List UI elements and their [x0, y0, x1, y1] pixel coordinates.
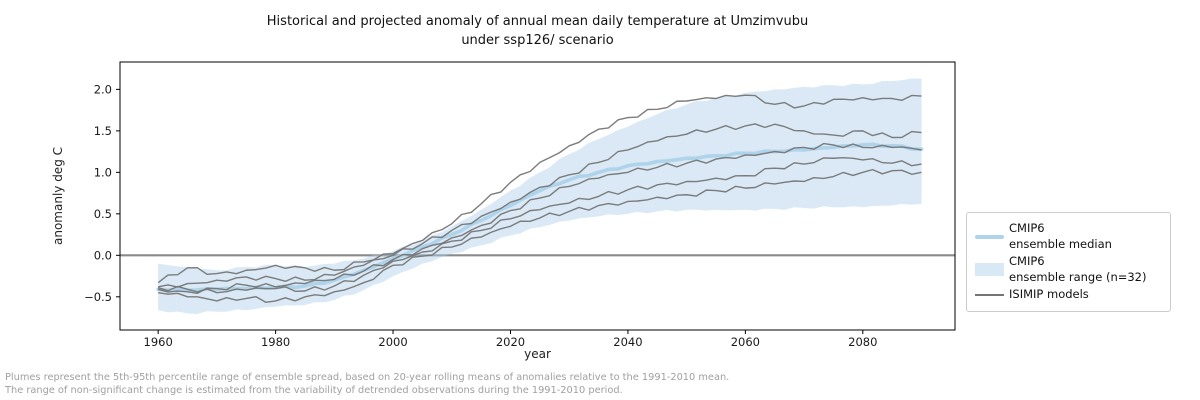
- svg-text:0.5: 0.5: [94, 207, 112, 221]
- range-fill-icon: [975, 263, 1009, 276]
- svg-text:2.0: 2.0: [94, 82, 112, 96]
- svg-text:1.0: 1.0: [94, 165, 112, 179]
- legend-label: CMIP6: [1009, 254, 1045, 268]
- x-axis-label: year: [524, 347, 551, 361]
- footnote: Plumes represent the 5th-95th percentile…: [5, 371, 729, 397]
- svg-text:2060: 2060: [731, 335, 760, 349]
- legend-label: ISIMIP models: [1009, 287, 1089, 301]
- svg-text:2000: 2000: [378, 335, 407, 349]
- chart-title-line1: Historical and projected anomaly of annu…: [266, 14, 809, 29]
- legend: CMIP6 ensemble median CMIP6 ensemble ran…: [966, 212, 1171, 312]
- model-line-icon: [975, 293, 1009, 296]
- legend-item-median: CMIP6 ensemble median: [975, 221, 1160, 252]
- legend-label-range: CMIP6 ensemble range (n=32): [1009, 254, 1146, 285]
- svg-text:1980: 1980: [261, 335, 290, 349]
- svg-text:−0.5: −0.5: [84, 290, 112, 304]
- legend-label: CMIP6: [1009, 221, 1045, 235]
- chart-title-line2: under ssp126/ scenario: [461, 33, 614, 48]
- legend-item-models: ISIMIP models: [975, 287, 1160, 303]
- svg-text:0.0: 0.0: [94, 248, 112, 262]
- legend-label-models: ISIMIP models: [1009, 287, 1089, 303]
- legend-label-median: CMIP6 ensemble median: [1009, 221, 1112, 252]
- legend-label: ensemble range (n=32): [1009, 269, 1147, 284]
- footnote-line1: Plumes represent the 5th-95th percentile…: [5, 372, 730, 383]
- svg-text:1.5: 1.5: [94, 124, 112, 138]
- svg-text:2080: 2080: [848, 335, 877, 349]
- legend-label: ensemble median: [1009, 236, 1112, 251]
- chart-title: Historical and projected anomaly of annu…: [120, 12, 955, 50]
- svg-text:1960: 1960: [144, 335, 173, 349]
- svg-text:2020: 2020: [496, 335, 525, 349]
- legend-item-range: CMIP6 ensemble range (n=32): [975, 254, 1160, 285]
- footnote-line2: The range of non-significant change is e…: [5, 385, 623, 396]
- median-line-icon: [975, 234, 1009, 239]
- svg-text:2040: 2040: [613, 335, 642, 349]
